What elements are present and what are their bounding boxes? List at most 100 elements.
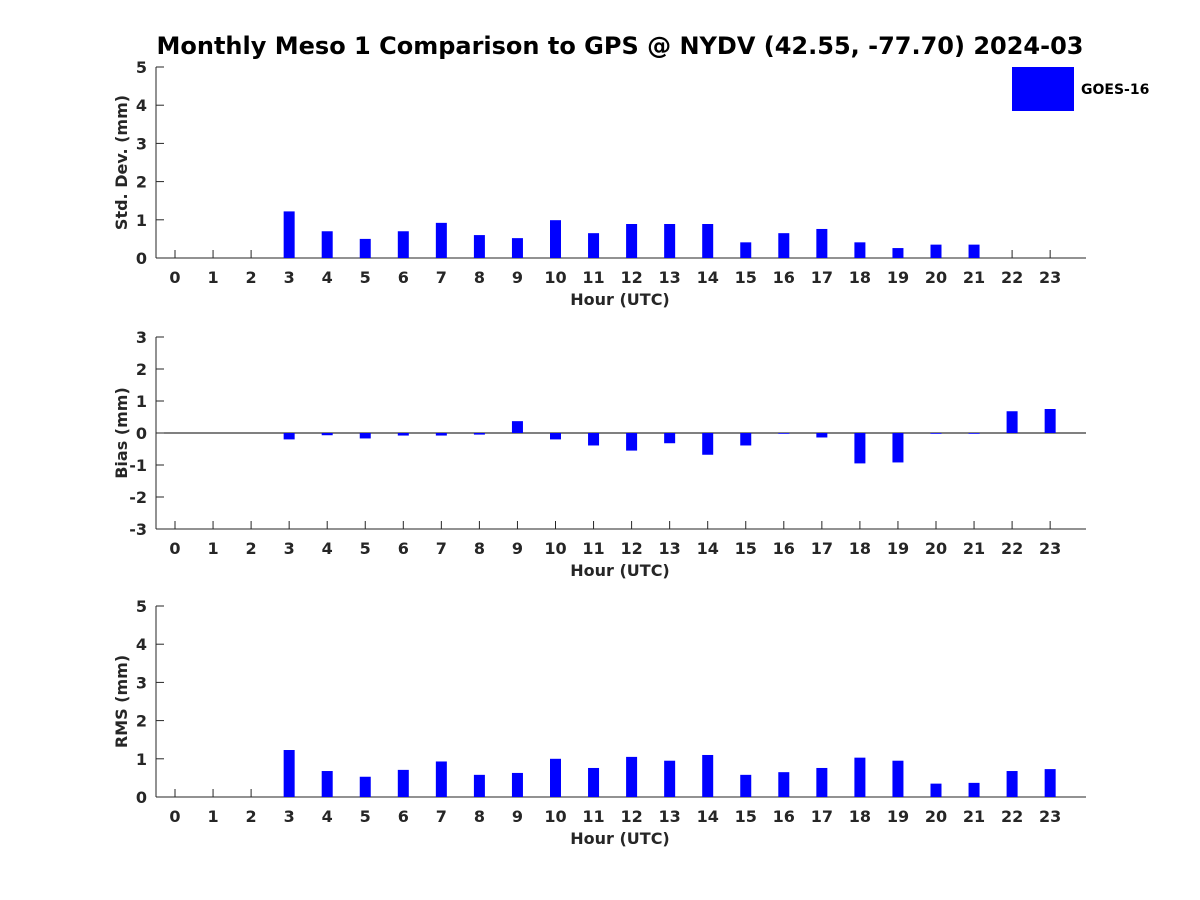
bar-hour-13 [664, 760, 676, 797]
x-tick-label: 11 [582, 807, 604, 826]
x-tick-label: 22 [1001, 539, 1023, 558]
x-tick-label: 9 [512, 539, 523, 558]
bar-hour-10 [550, 220, 561, 258]
x-tick-label: 19 [887, 268, 909, 287]
y-tick-label: 0 [136, 424, 147, 443]
bar-hour-21 [968, 433, 980, 434]
x-tick-label: 15 [735, 539, 757, 558]
x-tick-label: 23 [1039, 539, 1061, 558]
y-tick-label: 1 [136, 392, 147, 411]
bar-hour-12 [626, 756, 638, 797]
x-tick-label: 6 [398, 268, 409, 287]
bar-hour-13 [664, 224, 676, 258]
x-tick-label: 10 [544, 539, 566, 558]
bar-hour-6 [397, 433, 409, 436]
x-tick-label: 14 [697, 807, 719, 826]
bar-hour-11 [588, 233, 600, 258]
y-tick-label: 2 [136, 712, 147, 731]
bar-hour-8 [473, 235, 485, 258]
bar-hour-18 [854, 433, 866, 464]
bar-hour-7 [435, 222, 447, 258]
x-tick-label: 19 [887, 539, 909, 558]
bar-hour-23 [1044, 769, 1056, 797]
x-tick-label: 2 [246, 539, 257, 558]
x-tick-label: 22 [1001, 268, 1023, 287]
bar-hour-8 [473, 433, 485, 435]
bar-hour-9 [511, 421, 523, 433]
x-tick-label: 8 [474, 539, 485, 558]
bar-hour-5 [359, 433, 371, 439]
x-tick-label: 15 [735, 268, 757, 287]
y-tick-label: 2 [136, 360, 147, 379]
bar-hour-15 [740, 242, 752, 258]
x-tick-label: 8 [474, 807, 485, 826]
bar-hour-12 [626, 433, 638, 451]
x-tick-label: 0 [169, 807, 180, 826]
x-axis-label: Hour (UTC) [570, 829, 670, 848]
bar-hour-6 [397, 231, 409, 258]
x-tick-label: 9 [512, 807, 523, 826]
x-tick-label: 2 [246, 807, 257, 826]
x-tick-label: 8 [474, 268, 485, 287]
bar-hour-17 [816, 433, 828, 438]
bar-hour-10 [550, 433, 561, 440]
x-tick-label: 20 [925, 539, 947, 558]
bar-hour-11 [588, 767, 600, 797]
x-tick-label: 12 [620, 268, 642, 287]
bar-hour-20 [930, 244, 942, 258]
bar-hour-5 [359, 238, 371, 258]
x-tick-label: 0 [169, 268, 180, 287]
x-tick-label: 6 [398, 539, 409, 558]
y-tick-label: 3 [136, 134, 147, 153]
x-tick-label: 3 [284, 807, 295, 826]
bar-hour-14 [702, 224, 714, 258]
x-tick-label: 16 [773, 807, 795, 826]
x-tick-label: 0 [169, 539, 180, 558]
x-tick-label: 1 [207, 539, 218, 558]
x-axis-label: Hour (UTC) [570, 561, 670, 580]
bar-hour-12 [626, 224, 638, 258]
x-tick-label: 18 [849, 539, 871, 558]
y-tick-label: 1 [136, 211, 147, 230]
y-tick-label: 3 [136, 673, 147, 692]
x-tick-label: 12 [620, 539, 642, 558]
x-tick-label: 6 [398, 807, 409, 826]
x-tick-label: 1 [207, 807, 218, 826]
x-tick-label: 4 [322, 539, 333, 558]
bar-hour-20 [930, 783, 942, 797]
bar-hour-13 [664, 433, 676, 444]
bar-hour-21 [968, 244, 980, 258]
bar-hour-10 [550, 758, 561, 797]
bar-hour-16 [778, 772, 790, 797]
bar-hour-4 [321, 433, 333, 436]
bar-hour-6 [397, 769, 409, 797]
y-tick-label: 5 [136, 58, 147, 77]
bar-hour-4 [321, 231, 333, 258]
x-tick-label: 4 [322, 268, 333, 287]
x-tick-label: 21 [963, 539, 985, 558]
x-tick-label: 17 [811, 268, 833, 287]
x-tick-label: 11 [582, 539, 604, 558]
bar-hour-3 [283, 433, 295, 440]
x-tick-label: 7 [436, 539, 447, 558]
legend-label: GOES-16 [1081, 82, 1149, 98]
y-tick-label: 2 [136, 173, 147, 192]
x-tick-label: 13 [659, 807, 681, 826]
bar-hour-19 [892, 248, 904, 258]
bar-hour-16 [778, 433, 790, 434]
x-tick-label: 5 [360, 807, 371, 826]
x-tick-label: 10 [544, 807, 566, 826]
bar-hour-3 [283, 750, 295, 797]
x-tick-label: 10 [544, 268, 566, 287]
bar-hour-11 [588, 433, 600, 446]
x-tick-label: 13 [659, 268, 681, 287]
bar-hour-17 [816, 228, 828, 258]
x-tick-label: 22 [1001, 807, 1023, 826]
y-axis-label: Bias (mm) [112, 387, 131, 479]
bar-hour-7 [435, 433, 447, 436]
chart-title: Monthly Meso 1 Comparison to GPS @ NYDV … [157, 32, 1084, 60]
